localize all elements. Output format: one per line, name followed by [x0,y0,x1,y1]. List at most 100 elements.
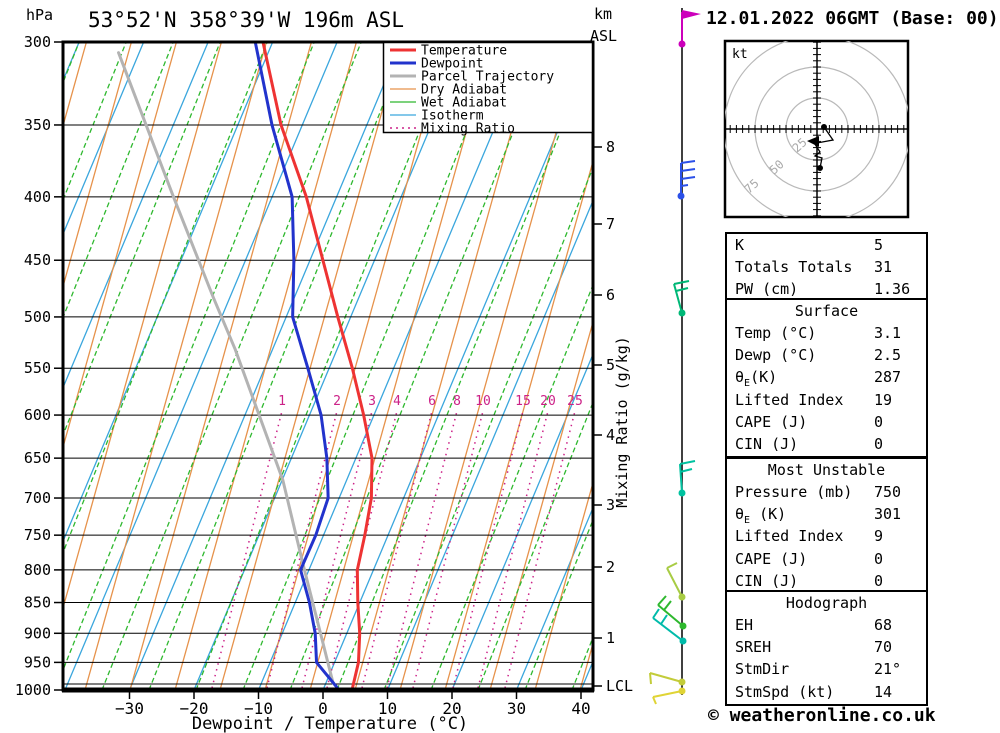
km-axis: 8 7 6 5 4 3 2 1 LCL Mixing Ratio (g/kg) [593,138,633,695]
asl-label: ASL [590,27,618,45]
row-label: CIN (J) [735,571,799,590]
row-label: CAPE (J) [735,412,808,431]
isotherm-line [0,42,15,690]
table-row: CAPE (J) 0 [727,548,926,570]
legend-label: Mixing Ratio [421,122,515,137]
pressure-tick-label: 800 [24,561,51,579]
row-value: 0 [874,434,884,453]
dry-adiabat-line [489,319,593,690]
pressure-tick-label: 900 [24,624,51,642]
wet-adiabat-line [336,48,593,690]
row-value: 14 [874,682,893,701]
hodograph-unit-label: kt [732,47,748,62]
row-value: 0 [874,571,884,590]
table-row: PW (cm) 1.36 [727,278,926,300]
hodograph-panel: Hodograph EH 68 SREH 70 StmDir 21° StmSpd (kt) 1… [725,590,928,706]
km-tick-label: LCL [606,677,633,695]
table-row: CIN (J) 0 [727,433,926,455]
wet-adiabat-line [477,400,593,690]
row-label: K [735,236,745,254]
table-row: Dewp (°C) 2.5 [727,344,926,366]
wind-barb [673,280,690,317]
wind-barb-column [649,8,701,705]
table-row: Totals Totals 31 [727,256,926,278]
pressure-tick-label: 850 [24,594,51,612]
mixing-ratio-labels: 1 2 3 4 6 8 10 15 20 25 [278,394,583,409]
km-tick-label: 7 [606,215,615,233]
legend-label: Isotherm [421,109,484,124]
row-label: CAPE (J) [735,549,808,568]
row-label: PW (cm) [735,280,799,299]
dry-adiabat-line [444,159,593,690]
sounding-curves [117,42,374,690]
dry-adiabat-line [399,42,583,690]
row-value: 1.36 [874,280,911,299]
row-label: StmDir [735,660,790,679]
row-label: Totals Totals [735,258,853,277]
wind-barb [649,672,686,686]
wet-adiabat-line [289,42,550,690]
temperature-curve [261,42,374,690]
wind-barb [678,10,701,48]
dry-adiabat-line [174,42,358,690]
mixing-ratio-value: 4 [393,394,401,409]
mixing-axis-title: Mixing Ratio (g/kg) [613,336,631,508]
row-value: 31 [874,258,893,277]
legend-label: Temperature [421,44,507,59]
legend-label: Dewpoint [421,57,484,72]
row-label: Temp (°C) [735,324,817,342]
wet-adiabat-line [430,283,593,690]
wind-barb [652,608,687,645]
pressure-tick-label: 950 [24,653,51,671]
pressure-tick-label: 300 [24,33,51,51]
row-label: Pressure (mb) [735,483,853,501]
row-label: Dewp (°C) [735,346,817,365]
dry-adiabat-line [264,42,448,690]
table-row: StmSpd (kt) 14 [727,681,926,703]
isotherm-line [63,42,209,390]
table-row: θE (K) 301 [727,503,926,526]
legend-label: Wet Adiabat [421,96,507,111]
table-row: Pressure (mb) 750 [727,481,926,503]
km-tick-label: 3 [606,496,615,514]
background-line-families [0,42,593,690]
wind-barb [652,687,686,705]
km-tick-label: 8 [606,138,615,156]
temp-tick-label: −10 [244,699,273,718]
plot-frame [61,40,595,693]
temp-tick-label: −30 [115,699,144,718]
pressure-tick-label: 600 [24,406,51,424]
wind-barb [666,562,686,601]
wet-adiabat-line [524,518,593,690]
mixing-ratio-value: 6 [428,394,436,409]
wind-barb [678,460,696,497]
dry-adiabat-line [63,42,178,450]
wet-adiabat-line [148,42,409,690]
temp-tick-label: 40 [571,699,590,718]
table-row: CAPE (J) 0 [727,411,926,433]
pressure-tick-label: 550 [24,359,51,377]
most-unstable-panel: Most Unstable Pressure (mb) 750 θE (K) 301 Li… [725,457,928,594]
km-tick-label: 6 [606,286,615,304]
run-datetime: 12.01.2022 06GMT (Base: 00) [706,8,999,29]
wet-adiabat-line [101,42,362,690]
row-value: 68 [874,616,893,634]
table-row: SREH 70 [727,636,926,658]
wet-adiabat-line [63,42,221,437]
table-row: EH 68 [727,614,926,636]
temp-tick-label: 0 [318,699,328,718]
isotherm-line [386,199,593,690]
mixing-ratio-value: 2 [333,394,341,409]
panel-title: Surface [794,302,859,320]
wind-barb [657,595,687,630]
row-value: 3.1 [874,324,902,342]
dry-adiabat-line [219,42,403,690]
temp-tick-label: 10 [378,699,397,718]
isotherm-line [63,42,145,236]
dry-adiabat-line [129,42,313,690]
